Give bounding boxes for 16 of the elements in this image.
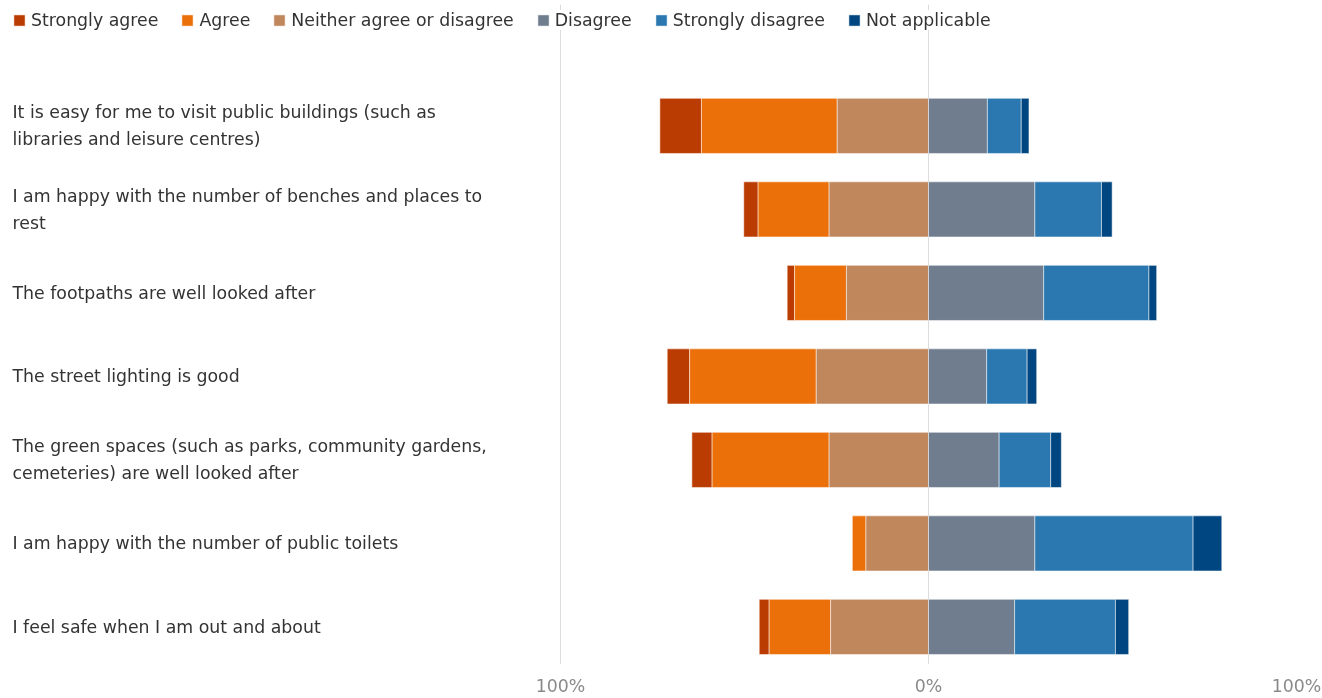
x-tick-label: 0% bbox=[914, 675, 943, 696]
y-tick-label: I am happy with the number of benches and places to rest bbox=[12, 185, 483, 233]
y-tick-label: I feel safe when I am out and about bbox=[12, 616, 321, 637]
legend-label: Not applicable bbox=[865, 10, 991, 30]
legend-label: Disagree bbox=[554, 10, 632, 30]
legend-label: Agree bbox=[199, 10, 251, 30]
x-tick-label: 100% bbox=[1271, 675, 1322, 696]
y-tick-label: The footpaths are well looked after bbox=[11, 282, 317, 303]
legend-label: Strongly disagree bbox=[672, 10, 825, 30]
y-tick-label: The street lighting is good bbox=[11, 366, 240, 387]
y-tick-label: The green spaces (such as parks, community gardens, cemeteries) are well looked after bbox=[11, 436, 487, 484]
legend-label: Strongly agree bbox=[31, 10, 159, 30]
y-tick-label: I am happy with the number of public toilets bbox=[12, 533, 399, 554]
y-tick-label: It is easy for me to visit public buildings (such as libraries and leisure centres) bbox=[12, 102, 436, 150]
x-tick-label: 100% bbox=[535, 675, 586, 696]
legend-label: Neither agree or disagree bbox=[291, 10, 514, 30]
